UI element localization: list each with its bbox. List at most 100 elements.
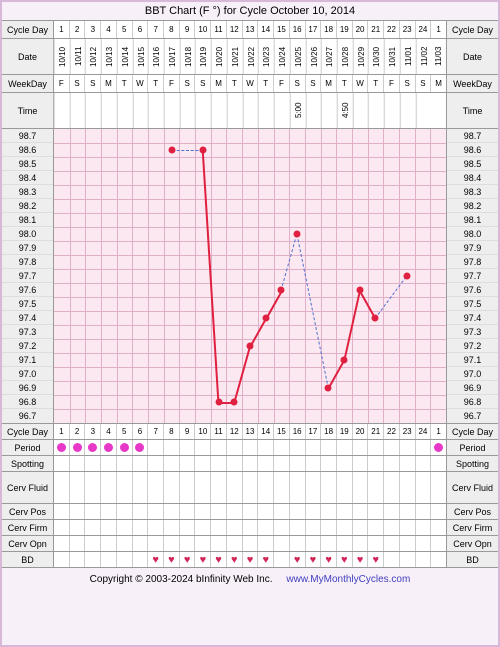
y-tick: 97.3 bbox=[2, 325, 53, 339]
cells-cervpos-cell bbox=[164, 504, 180, 519]
cells-cycleday-cell: 15 bbox=[274, 21, 290, 38]
y-tick: 97.2 bbox=[2, 339, 53, 353]
row-period: Period Period bbox=[2, 440, 498, 456]
y-tick: 98.7 bbox=[2, 129, 53, 143]
label-cycle-day-left: Cycle Day bbox=[2, 21, 54, 38]
cells-cervpos-cell bbox=[180, 504, 196, 519]
cells-bd-cell: ♥ bbox=[353, 552, 369, 567]
cells-time-cell bbox=[101, 93, 117, 128]
period-dot-icon bbox=[104, 443, 113, 452]
cells-spotting-cell bbox=[290, 456, 306, 471]
cells-spotting-cell bbox=[117, 456, 133, 471]
cells-cervopn-cell bbox=[70, 536, 86, 551]
cells-cervfluid-cell bbox=[368, 472, 384, 503]
cells-cervopn-cell bbox=[306, 536, 322, 551]
label-cerv-firm-right: Cerv Firm bbox=[446, 520, 498, 535]
cells-cervopn-cell bbox=[164, 536, 180, 551]
cells-cervpos-cell bbox=[337, 504, 353, 519]
cells-cervfluid-cell bbox=[431, 472, 446, 503]
cells-cycleday-cell: 19 bbox=[337, 21, 353, 38]
cells-cycleday-cell: 9 bbox=[180, 21, 196, 38]
cells-cycleday2-cell: 20 bbox=[353, 424, 369, 439]
heart-icon: ♥ bbox=[325, 554, 332, 566]
cells-date-cell: 10/15 bbox=[133, 39, 149, 74]
cells-weekday-cell: S bbox=[306, 75, 322, 92]
cells-weekday-cell: T bbox=[368, 75, 384, 92]
period-dot-icon bbox=[88, 443, 97, 452]
y-tick: 96.9 bbox=[447, 381, 498, 395]
cells-date-cell: 10/30 bbox=[368, 39, 384, 74]
cells-cervopn-cell bbox=[321, 536, 337, 551]
chart-title: BBT Chart (F °) for Cycle October 10, 20… bbox=[2, 2, 498, 20]
cells-cervopn-cell bbox=[148, 536, 164, 551]
cells-spotting-cell bbox=[321, 456, 337, 471]
y-tick: 96.8 bbox=[447, 395, 498, 409]
cells-time-cell bbox=[164, 93, 180, 128]
cells-weekday-cell: M bbox=[431, 75, 446, 92]
cells-date-cell: 10/31 bbox=[384, 39, 400, 74]
cells-spotting-cell bbox=[274, 456, 290, 471]
cells-period-cell bbox=[164, 440, 180, 455]
label-cerv-fluid-right: Cerv Fluid bbox=[446, 472, 498, 503]
cells-period-cell bbox=[243, 440, 259, 455]
cells-period-cell bbox=[180, 440, 196, 455]
row-cerv-fluid: Cerv Fluid Cerv Fluid bbox=[2, 472, 498, 504]
cells-cervfirm-cell bbox=[321, 520, 337, 535]
y-tick: 97.1 bbox=[2, 353, 53, 367]
cells-period-cell bbox=[368, 440, 384, 455]
cells-cervopn-cell bbox=[258, 536, 274, 551]
cells-bd-cell bbox=[400, 552, 416, 567]
y-tick: 98.0 bbox=[447, 227, 498, 241]
cells-cervfirm-cell bbox=[101, 520, 117, 535]
cells-spotting-cell bbox=[70, 456, 86, 471]
cells-bd-cell: ♥ bbox=[164, 552, 180, 567]
heart-icon: ♥ bbox=[341, 554, 348, 566]
label-time-left: Time bbox=[2, 93, 54, 128]
cells-bd-cell: ♥ bbox=[368, 552, 384, 567]
row-cerv-opn: Cerv Opn Cerv Opn bbox=[2, 536, 498, 552]
cells-cervopn-cell bbox=[195, 536, 211, 551]
label-weekday-left: WeekDay bbox=[2, 75, 54, 92]
chart-data-point bbox=[341, 357, 348, 364]
cells-spotting-cell bbox=[164, 456, 180, 471]
cells-cervfluid-cell bbox=[227, 472, 243, 503]
cells-weekday-cell: S bbox=[70, 75, 86, 92]
cells-cervfluid-cell bbox=[180, 472, 196, 503]
cells-cervfirm-cell bbox=[306, 520, 322, 535]
cells-bd-cell: ♥ bbox=[211, 552, 227, 567]
cells-cervopn-cell bbox=[274, 536, 290, 551]
cells-cycleday-cell: 7 bbox=[148, 21, 164, 38]
cells-cervpos-cell bbox=[416, 504, 432, 519]
cells-cervfirm-cell bbox=[384, 520, 400, 535]
cells-cycleday-cell: 12 bbox=[227, 21, 243, 38]
cells-period-cell bbox=[195, 440, 211, 455]
cells-cervopn-cell bbox=[353, 536, 369, 551]
cells-weekday-cell: M bbox=[211, 75, 227, 92]
y-tick: 97.3 bbox=[447, 325, 498, 339]
label-time-right: Time bbox=[446, 93, 498, 128]
cells-bd-cell bbox=[101, 552, 117, 567]
cells-weekday-cell: S bbox=[400, 75, 416, 92]
label-spotting-left: Spotting bbox=[2, 456, 54, 471]
cells-date-cell: 10/25 bbox=[290, 39, 306, 74]
cells-period-cell bbox=[321, 440, 337, 455]
cells-cervfirm-cell bbox=[368, 520, 384, 535]
cells-cervpos-cell bbox=[70, 504, 86, 519]
cells-period-cell bbox=[306, 440, 322, 455]
cells-cervfirm-cell bbox=[290, 520, 306, 535]
cells-cervpos-cell bbox=[353, 504, 369, 519]
cells-date-cell: 10/21 bbox=[227, 39, 243, 74]
copyright-link[interactable]: www.MyMonthlyCycles.com bbox=[286, 574, 410, 585]
cells-cervopn-cell bbox=[416, 536, 432, 551]
cells-cycleday-cell: 3 bbox=[85, 21, 101, 38]
cells-weekday-cell: W bbox=[243, 75, 259, 92]
row-date: Date 10/1010/1110/1210/1310/1410/1510/16… bbox=[2, 39, 498, 75]
cells-bd-cell bbox=[274, 552, 290, 567]
row-bd: BD ♥♥♥♥♥♥♥♥♥♥♥♥♥♥ BD bbox=[2, 552, 498, 568]
row-weekday: WeekDay FSSMTWTFSSMTWTFSSMTWTFSSM WeekDa… bbox=[2, 75, 498, 93]
cells-cervopn-cell bbox=[211, 536, 227, 551]
cells-cervfluid-cell bbox=[133, 472, 149, 503]
cells-cervpos-cell bbox=[290, 504, 306, 519]
cells-cycleday-cell: 6 bbox=[133, 21, 149, 38]
cells-time-cell bbox=[416, 93, 432, 128]
